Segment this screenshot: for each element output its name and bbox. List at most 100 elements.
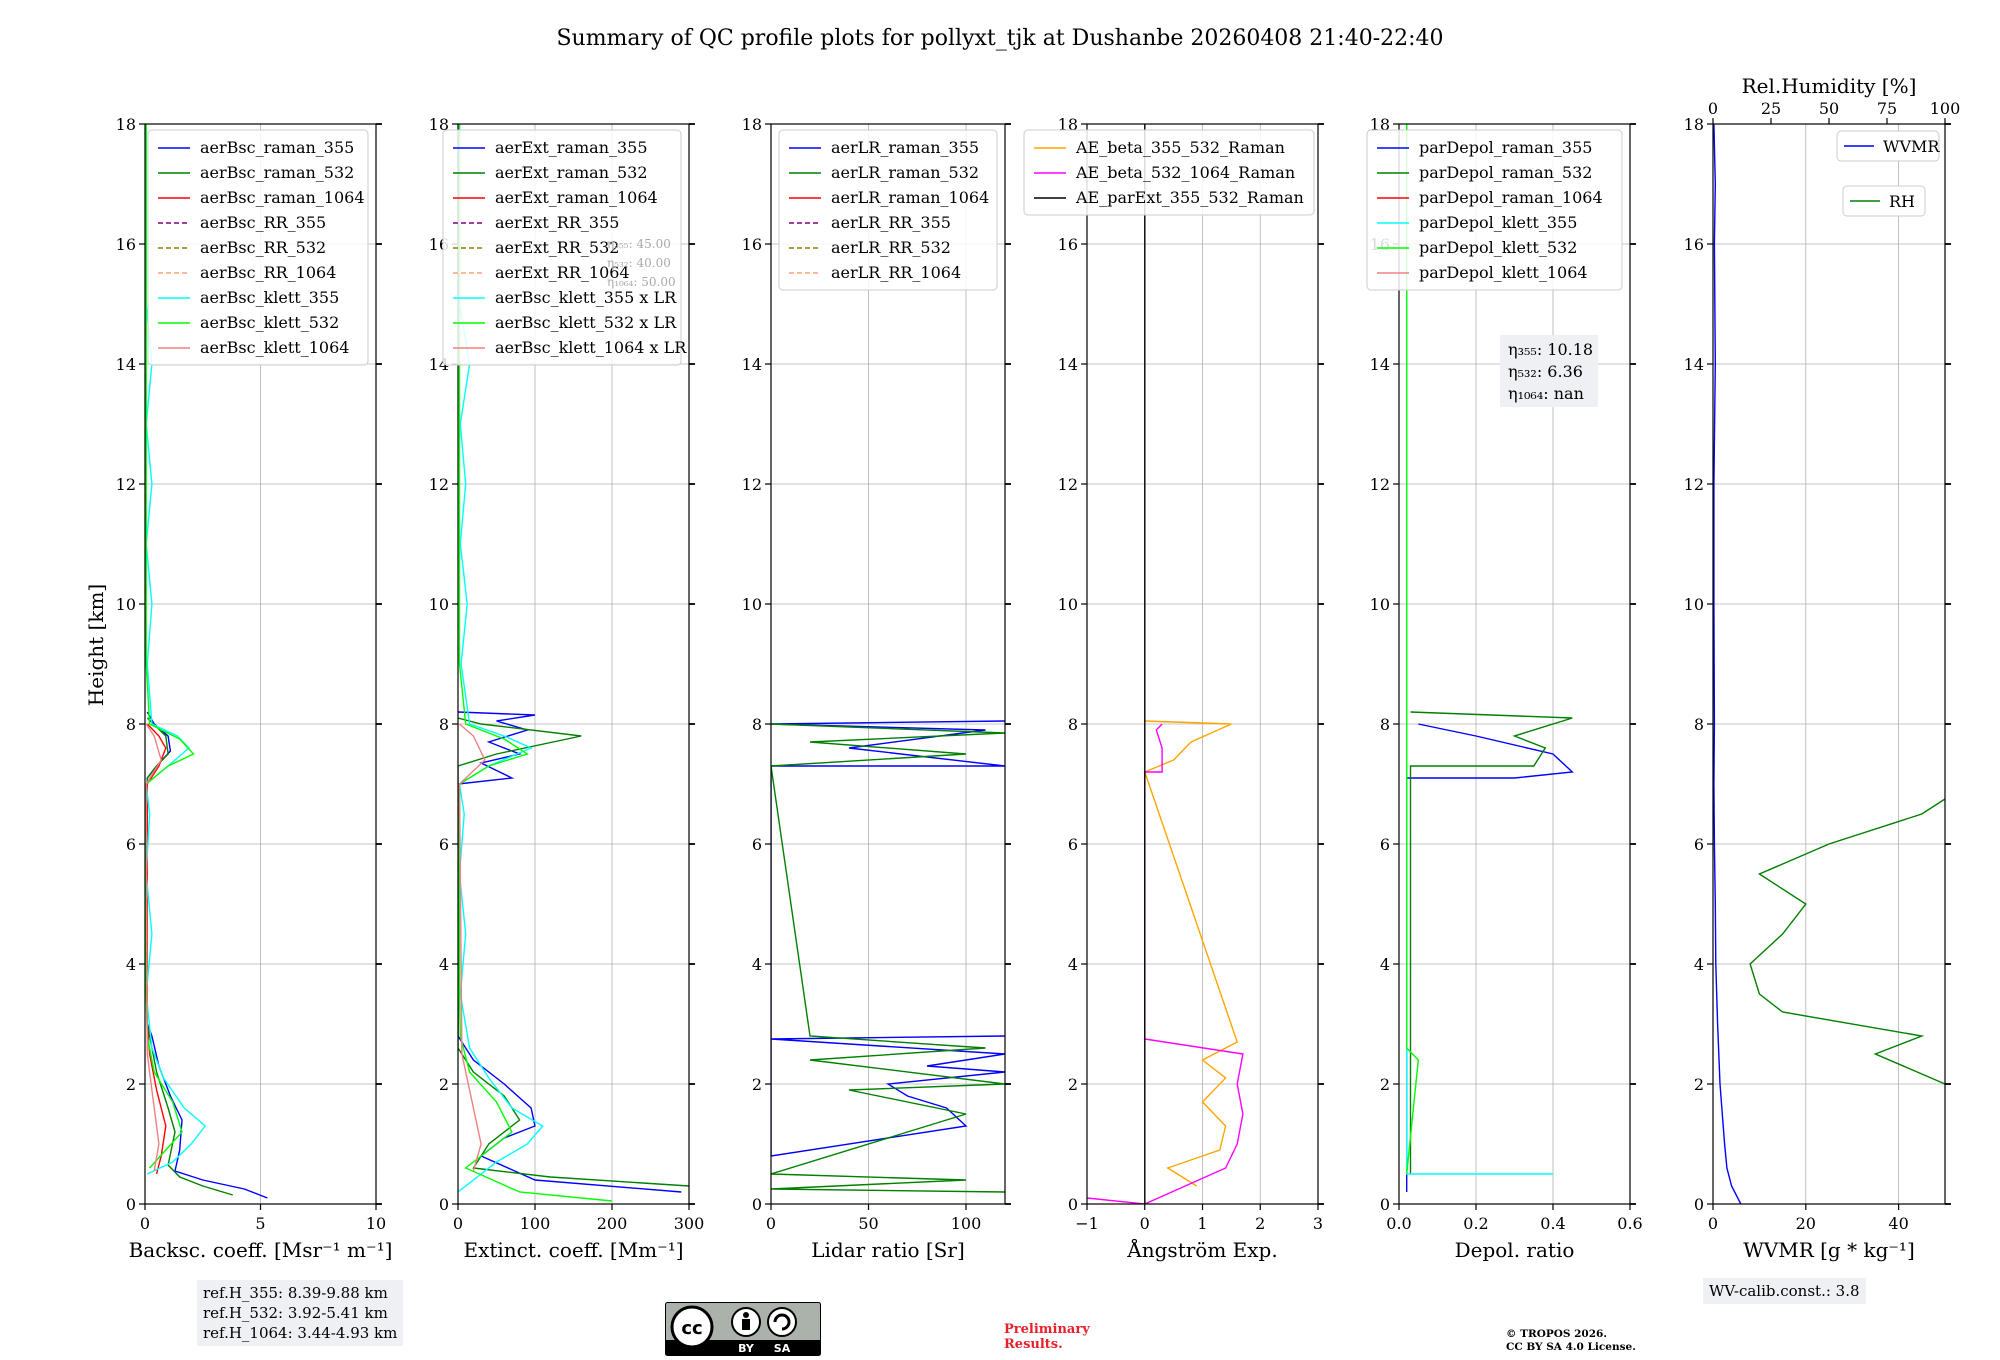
legend-label: aerBsc_klett_1064 x LR xyxy=(495,338,687,357)
cc-sa-label: SA xyxy=(774,1342,791,1355)
series-line-aerbsc-klett-1064 xyxy=(145,723,162,1172)
series-group xyxy=(1713,124,1945,1204)
x-tick-label: 1 xyxy=(1197,1214,1207,1233)
legend-label: aerBsc_klett_532 xyxy=(200,313,339,332)
y-tick-label: 14 xyxy=(1370,355,1390,374)
y-tick-label: 2 xyxy=(126,1075,136,1094)
legend-label: AE_parExt_355_532_Raman xyxy=(1075,188,1304,207)
legend-label: aerExt_RR_1064 xyxy=(495,263,630,282)
x-tick-label: 5 xyxy=(255,1214,265,1233)
preliminary-line-2: Results. xyxy=(1004,1337,1063,1352)
y-tick-label: 14 xyxy=(116,355,136,374)
y-tick-label: 14 xyxy=(1684,355,1704,374)
y-tick-label: 10 xyxy=(1058,595,1078,614)
series-group xyxy=(145,124,268,1199)
x2-tick-label: 0 xyxy=(1708,99,1718,118)
series-line-rh xyxy=(1749,798,1945,1086)
y-tick-label: 10 xyxy=(1370,595,1390,614)
cc-license-badge: cc BY SA xyxy=(665,1302,821,1356)
legend-label: aerBsc_RR_355 xyxy=(200,213,326,232)
y-axis-label: Height [km] xyxy=(84,584,108,706)
series-line-aerbsc-klett-1064-x-lr xyxy=(458,723,486,1172)
legend-box xyxy=(1836,130,1940,162)
x-tick-label: 2 xyxy=(1255,1214,1265,1233)
x-tick-label: 0.6 xyxy=(1617,1214,1642,1233)
y-tick-label: 4 xyxy=(1068,955,1078,974)
legend-label: parDepol_klett_532 xyxy=(1419,238,1577,257)
depol-eta-line-3: η₁₀₆₄: nan xyxy=(1508,384,1584,403)
x-tick-label: 0.4 xyxy=(1540,1214,1565,1233)
legend-label: aerBsc_RR_532 xyxy=(200,238,326,257)
legend-box xyxy=(1023,129,1315,216)
x-axis-label: WVMR [g * kg⁻¹] xyxy=(1743,1238,1915,1262)
x-tick-label: 0 xyxy=(453,1214,463,1233)
y-tick-label: 12 xyxy=(429,475,449,494)
legend-box xyxy=(147,129,369,366)
y-tick-label: 18 xyxy=(1370,115,1390,134)
copyright-line-2: CC BY SA 4.0 License. xyxy=(1506,1341,1636,1353)
y-tick-label: 0 xyxy=(752,1195,762,1214)
x-tick-label: 10 xyxy=(366,1214,386,1233)
x2-tick-label: 25 xyxy=(1761,99,1781,118)
series-line-aerbsc-raman-355 xyxy=(146,711,268,1199)
y-tick-label: 10 xyxy=(429,595,449,614)
y-tick-label: 18 xyxy=(742,115,762,134)
y-tick-label: 8 xyxy=(126,715,136,734)
y-tick-label: 18 xyxy=(429,115,449,134)
series-line-aerbsc-raman-532 xyxy=(146,717,234,1196)
y-tick-label: 6 xyxy=(126,835,136,854)
x2-tick-label: 50 xyxy=(1819,99,1839,118)
x-tick-label: 40 xyxy=(1888,1214,1908,1233)
x-tick-label: 0 xyxy=(140,1214,150,1233)
y-tick-label: 0 xyxy=(126,1195,136,1214)
legend-label: aerLR_RR_355 xyxy=(831,213,951,232)
legend-label: RH xyxy=(1889,192,1915,211)
y-tick-label: 2 xyxy=(1694,1075,1704,1094)
y-tick-label: 16 xyxy=(1684,235,1704,254)
series-group xyxy=(771,720,1005,1193)
wv-calibration-constant: WV-calib.const.: 3.8 xyxy=(1709,1282,1860,1300)
y-tick-label: 8 xyxy=(439,715,449,734)
y-tick-label: 12 xyxy=(1684,475,1704,494)
legend-label: aerBsc_raman_1064 xyxy=(200,188,365,207)
chart-panel-3: 0 2 4 6 8 10 12 14 16 18 0 50 100 Lidar ratio [Sr] aer… xyxy=(742,115,1011,1262)
x-axis-label: Ångström Exp. xyxy=(1126,1237,1277,1262)
x-tick-label: −1 xyxy=(1075,1214,1099,1233)
y-tick-label: 6 xyxy=(1068,835,1078,854)
legend-box xyxy=(1842,185,1926,217)
y-tick-label: 12 xyxy=(116,475,136,494)
extinction-eta-line-3: η₁₀₆₄: 50.00 xyxy=(607,275,676,289)
y-tick-label: 10 xyxy=(1684,595,1704,614)
y-tick-label: 8 xyxy=(1068,715,1078,734)
cc-badge-graphic: cc BY SA xyxy=(665,1302,821,1356)
extinction-eta-labels: η₃₅₅: 45.00 η₅₃₂: 40.00 η₁₀₆₄: 50.00 xyxy=(607,237,676,289)
legend-label: parDepol_klett_1064 xyxy=(1419,263,1588,282)
legend-label: aerLR_raman_355 xyxy=(831,138,979,157)
y-tick-label: 12 xyxy=(742,475,762,494)
legend-box xyxy=(778,129,998,291)
legend-label: parDepol_raman_355 xyxy=(1419,138,1592,157)
y-tick-label: 8 xyxy=(1694,715,1704,734)
legend-label: aerBsc_RR_1064 xyxy=(200,263,336,282)
y-tick-label: 8 xyxy=(1380,715,1390,734)
preliminary-results-note: Preliminary Results. xyxy=(1004,1322,1090,1352)
legend-label: aerBsc_raman_355 xyxy=(200,138,354,157)
x-tick-label: 50 xyxy=(858,1214,878,1233)
axes-frame xyxy=(1712,123,1946,1205)
axes-frame xyxy=(770,123,1006,1205)
x-tick-label: 0.2 xyxy=(1463,1214,1488,1233)
cc-by-label: BY xyxy=(738,1342,755,1355)
series-line-ae-beta-355-532-raman xyxy=(1143,720,1239,1187)
reference-height-532: ref.H_532: 3.92-5.41 km xyxy=(203,1304,388,1322)
legend-label: aerBsc_klett_532 x LR xyxy=(495,313,677,332)
x-tick-label: 200 xyxy=(597,1214,628,1233)
y-tick-label: 4 xyxy=(752,955,762,974)
series-line-ae-beta-532-1064-raman xyxy=(1087,723,1244,1204)
depol-eta-line-2: η₅₃₂: 6.36 xyxy=(1508,362,1583,381)
series-group xyxy=(1087,124,1244,1204)
y-tick-label: 10 xyxy=(742,595,762,614)
y-tick-label: 6 xyxy=(752,835,762,854)
extinction-eta-line-1: η₃₅₅: 45.00 xyxy=(607,237,671,251)
y-tick-label: 2 xyxy=(752,1075,762,1094)
